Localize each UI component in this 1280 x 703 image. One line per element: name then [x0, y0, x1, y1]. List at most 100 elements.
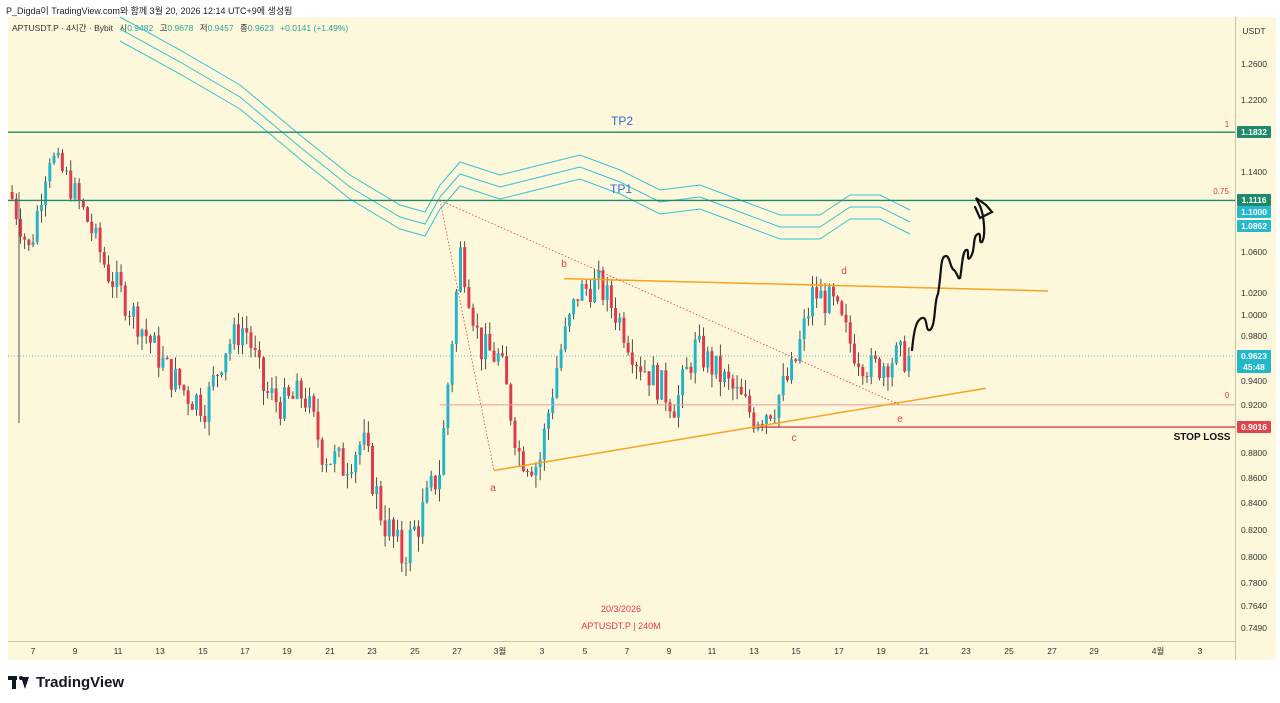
- time-tick-label: 11: [708, 646, 717, 656]
- candle-body: [542, 428, 546, 460]
- candle-body: [530, 471, 534, 476]
- candle-body: [86, 207, 89, 222]
- candle-body: [31, 242, 35, 246]
- candle-body: [165, 357, 169, 360]
- candle-body: [291, 395, 295, 399]
- candle-body: [781, 376, 785, 396]
- candle-body: [890, 363, 894, 378]
- candle-body: [39, 205, 43, 212]
- candle-body: [69, 170, 73, 199]
- candle-body: [588, 288, 592, 302]
- candle-body: [262, 357, 266, 392]
- candle-body: [73, 183, 77, 199]
- candle-body: [182, 385, 186, 391]
- candle-body: [907, 355, 911, 372]
- candle-body: [450, 343, 454, 385]
- candle-body: [341, 448, 345, 476]
- price-tick-label: 0.8200: [1241, 525, 1267, 535]
- candle-body: [496, 353, 500, 362]
- currency-label: USDT: [1242, 26, 1265, 36]
- candle-body: [14, 198, 18, 219]
- candle-body: [676, 395, 680, 418]
- candle-body: [220, 372, 224, 376]
- candle-body: [77, 183, 81, 201]
- price-axis[interactable]: [1236, 17, 1276, 641]
- price-tick-label: 0.8600: [1241, 473, 1267, 483]
- candle-body: [127, 315, 131, 317]
- candle-body: [475, 325, 479, 328]
- candle-body: [769, 415, 773, 419]
- candle-body: [157, 335, 161, 368]
- candle-body: [190, 403, 194, 410]
- candle-body: [421, 502, 425, 537]
- tradingview-logo[interactable]: TradingView: [8, 674, 124, 691]
- candle-body: [790, 359, 794, 381]
- candle-body: [857, 363, 861, 367]
- time-axis[interactable]: [8, 641, 1235, 660]
- candlestick-series[interactable]: [10, 147, 911, 577]
- candle-body: [224, 353, 228, 373]
- candle-body: [337, 448, 341, 452]
- candle-body: [111, 281, 115, 287]
- price-tag: [1237, 220, 1271, 232]
- candle-body: [102, 252, 106, 265]
- candle-body: [861, 366, 865, 377]
- candle-body: [500, 353, 504, 356]
- candle-body: [303, 398, 307, 408]
- candle-body: [597, 270, 601, 279]
- candle-body: [630, 352, 634, 365]
- time-tick-label: 23: [367, 646, 377, 656]
- time-tick-label: 25: [410, 646, 420, 656]
- candle-body: [366, 432, 370, 447]
- candle-body: [886, 366, 890, 378]
- price-tag-label: 1.1116: [1241, 195, 1266, 205]
- candle-body: [798, 339, 802, 362]
- candle-body: [241, 328, 245, 346]
- candle-body: [794, 359, 798, 362]
- price-tag-label: 0.9623: [1241, 351, 1267, 361]
- candle-body: [894, 345, 898, 364]
- time-tick-label: 7: [625, 646, 630, 656]
- candle-body: [199, 394, 203, 416]
- candle-body: [660, 370, 664, 400]
- triangle-lower-line: [493, 387, 987, 472]
- candle-body: [526, 471, 530, 473]
- triangle-upper-line: [563, 277, 1049, 292]
- candle-body: [299, 380, 303, 399]
- candle-body: [815, 287, 819, 299]
- candle-body: [425, 487, 429, 503]
- candle-body: [479, 327, 483, 360]
- candle-body: [115, 272, 119, 287]
- candle-body: [391, 519, 395, 537]
- candle-body: [387, 519, 391, 537]
- time-tick-label: 19: [876, 646, 886, 656]
- candle-body: [735, 386, 739, 389]
- time-tick-label: 7: [31, 646, 36, 656]
- price-tick-label: 0.8000: [1241, 552, 1267, 562]
- price-tag: [1237, 421, 1271, 433]
- candle-body: [270, 388, 274, 393]
- candle-body: [169, 359, 173, 390]
- candle-body: [605, 285, 609, 301]
- candle-body: [354, 455, 358, 473]
- candle-body: [505, 355, 509, 385]
- point-b-label: b: [561, 259, 567, 270]
- stop-loss-label: STOP LOSS: [1174, 432, 1231, 443]
- candle-body: [19, 218, 22, 237]
- drawings-layer[interactable]: [8, 131, 1235, 472]
- candle-body: [672, 411, 676, 418]
- price-tag: [1237, 126, 1271, 138]
- time-tick-label: 17: [240, 646, 250, 656]
- candle-body: [383, 520, 387, 537]
- candle-body: [689, 366, 693, 373]
- plot-area[interactable]: [8, 17, 1235, 641]
- candle-body: [446, 384, 450, 429]
- candle-body: [563, 326, 567, 350]
- price-tick-label: 1.0200: [1241, 288, 1267, 298]
- candle-body: [433, 475, 437, 490]
- price-tag-label: 0.9016: [1241, 422, 1267, 432]
- candle-body: [584, 283, 588, 289]
- time-ticks: 7 9 11 13 15 17 19 21 23 25 27 3월 3 5 7 9 11 13 15 17 19 21 23…: [31, 646, 1203, 656]
- price-tick-label: 1.0600: [1241, 247, 1267, 257]
